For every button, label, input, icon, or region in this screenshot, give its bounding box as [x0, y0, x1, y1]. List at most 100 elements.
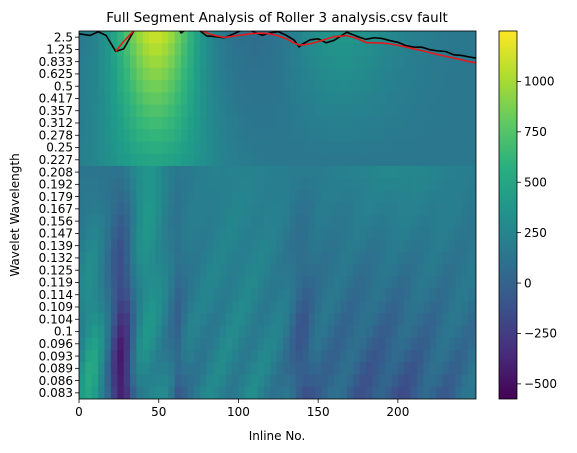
- heatmap-cell: [385, 264, 393, 277]
- heatmap-cell: [225, 178, 233, 192]
- heatmap-cell: [461, 227, 469, 241]
- heatmap-cell: [104, 362, 112, 376]
- heatmap-cell: [346, 55, 354, 69]
- heatmap-cell: [276, 92, 284, 106]
- heatmap-cell: [289, 313, 297, 326]
- heatmap-cell: [340, 129, 348, 142]
- heatmap-cell: [334, 129, 342, 142]
- heatmap-cell: [79, 80, 86, 93]
- heatmap-cell: [79, 190, 86, 204]
- heatmap-cell: [455, 43, 463, 57]
- heatmap-cell: [359, 288, 367, 302]
- heatmap-cell: [321, 300, 329, 314]
- heatmap-cell: [155, 264, 163, 277]
- heatmap-cell: [423, 31, 431, 44]
- heatmap-cell: [448, 313, 456, 326]
- heatmap-cell: [104, 104, 112, 118]
- heatmap-cell: [98, 165, 106, 179]
- heatmap-cell: [200, 178, 208, 192]
- heatmap-cell: [442, 288, 450, 302]
- heatmap-cell: [244, 104, 252, 118]
- heatmap-cell: [142, 165, 150, 179]
- heatmap-cell: [308, 92, 316, 106]
- heatmap-cell: [270, 288, 278, 302]
- heatmap-cell: [436, 276, 444, 290]
- heatmap-cell: [149, 55, 157, 69]
- heatmap-cell: [455, 337, 463, 351]
- heatmap-cell: [448, 92, 456, 106]
- heatmap-cell: [251, 276, 259, 290]
- heatmap-cell: [85, 67, 93, 81]
- heatmap-cell: [391, 227, 399, 241]
- heatmap-cell: [295, 215, 303, 228]
- heatmap-cell: [130, 374, 137, 388]
- heatmap-cell: [193, 325, 201, 339]
- heatmap-cell: [327, 141, 335, 155]
- heatmap-cell: [359, 31, 367, 44]
- heatmap-cell: [423, 178, 431, 192]
- heatmap-cell: [436, 104, 444, 118]
- heatmap-cell: [85, 92, 93, 106]
- heatmap-cell: [302, 300, 310, 314]
- heatmap-cell: [142, 337, 150, 351]
- heatmap-cell: [225, 190, 233, 204]
- heatmap-cell: [117, 104, 125, 118]
- heatmap-cell: [206, 215, 214, 228]
- heatmap-cell: [123, 141, 131, 155]
- heatmap-cell: [238, 153, 246, 167]
- heatmap-cell: [327, 374, 335, 388]
- heatmap-cell: [238, 386, 246, 399]
- heatmap-cell: [276, 325, 284, 339]
- heatmap-cell: [200, 300, 208, 314]
- heatmap-cell: [155, 153, 163, 167]
- heatmap-cell: [149, 313, 157, 326]
- heatmap-cell: [104, 190, 112, 204]
- heatmap-cell: [302, 116, 310, 130]
- heatmap-cell: [461, 276, 469, 290]
- heatmap-cell: [353, 31, 361, 44]
- heatmap-cell: [181, 202, 189, 216]
- heatmap-cell: [404, 43, 412, 57]
- heatmap-cell: [455, 349, 463, 363]
- heatmap-cell: [365, 141, 373, 155]
- heatmap-cell: [130, 141, 137, 155]
- heatmap-cell: [442, 43, 450, 57]
- heatmap-cell: [423, 80, 431, 93]
- heatmap-cell: [461, 251, 469, 265]
- heatmap-cell: [455, 374, 463, 388]
- heatmap-cell: [91, 300, 99, 314]
- heatmap-cell: [270, 362, 278, 376]
- y-axis-label: Wavelet Wavelength: [8, 153, 22, 276]
- heatmap-cell: [321, 215, 329, 228]
- heatmap-cell: [404, 276, 412, 290]
- heatmap-cell: [117, 374, 125, 388]
- heatmap-cell: [346, 276, 354, 290]
- heatmap-cell: [238, 362, 246, 376]
- heatmap-cell: [149, 264, 157, 277]
- heatmap-cell: [436, 349, 444, 363]
- heatmap-cell: [123, 80, 131, 93]
- heatmap-cell: [410, 300, 418, 314]
- heatmap-cell: [353, 165, 361, 179]
- heatmap-cell: [359, 374, 367, 388]
- heatmap-cell: [397, 349, 405, 363]
- heatmap-cell: [321, 313, 329, 326]
- heatmap-cell: [289, 251, 297, 265]
- heatmap-cell: [289, 67, 297, 81]
- heatmap-cell: [149, 80, 157, 93]
- heatmap-cell: [263, 141, 271, 155]
- heatmap-cell: [104, 141, 112, 155]
- heatmap-cell: [378, 386, 386, 399]
- heatmap-cell: [461, 325, 469, 339]
- heatmap-cell: [123, 67, 131, 81]
- heatmap-cell: [136, 386, 144, 399]
- heatmap-cell: [117, 80, 125, 93]
- heatmap-cell: [327, 80, 335, 93]
- heatmap-cell: [410, 153, 418, 167]
- heatmap-cell: [168, 349, 176, 363]
- heatmap-cell: [181, 313, 189, 326]
- heatmap-cell: [436, 153, 444, 167]
- heatmap-cell: [378, 141, 386, 155]
